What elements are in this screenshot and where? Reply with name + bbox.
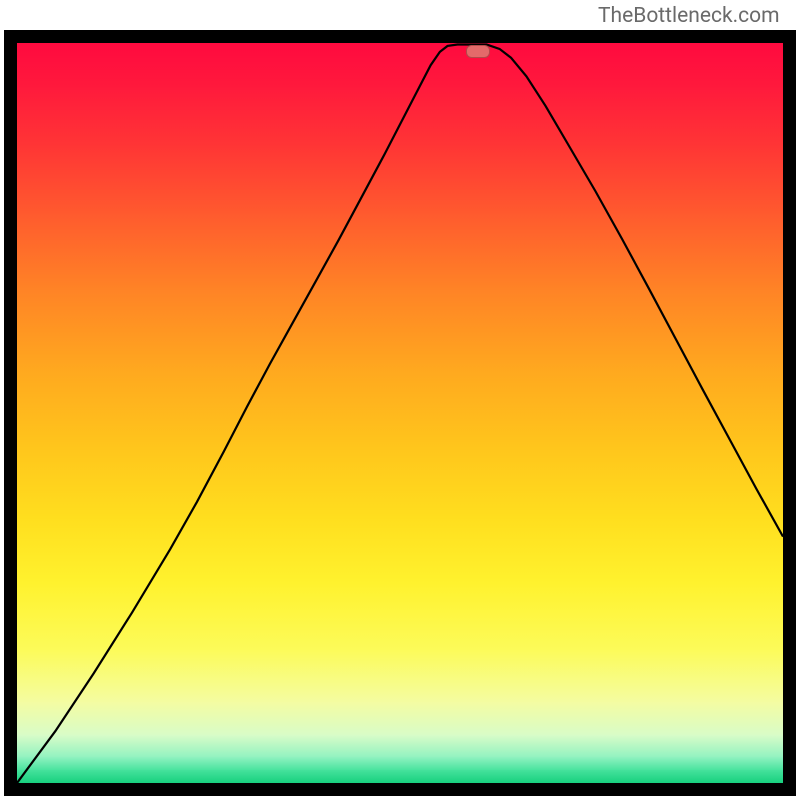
bottleneck-curve bbox=[17, 43, 783, 783]
plot-frame-right bbox=[783, 30, 796, 796]
watermark-text: TheBottleneck.com bbox=[598, 4, 780, 28]
plot-frame-bottom bbox=[4, 783, 796, 796]
plot-frame-top bbox=[4, 30, 796, 43]
optimum-marker bbox=[466, 45, 490, 58]
plot-area bbox=[17, 43, 783, 783]
curve-path bbox=[17, 44, 783, 783]
plot-frame-left bbox=[4, 30, 17, 796]
